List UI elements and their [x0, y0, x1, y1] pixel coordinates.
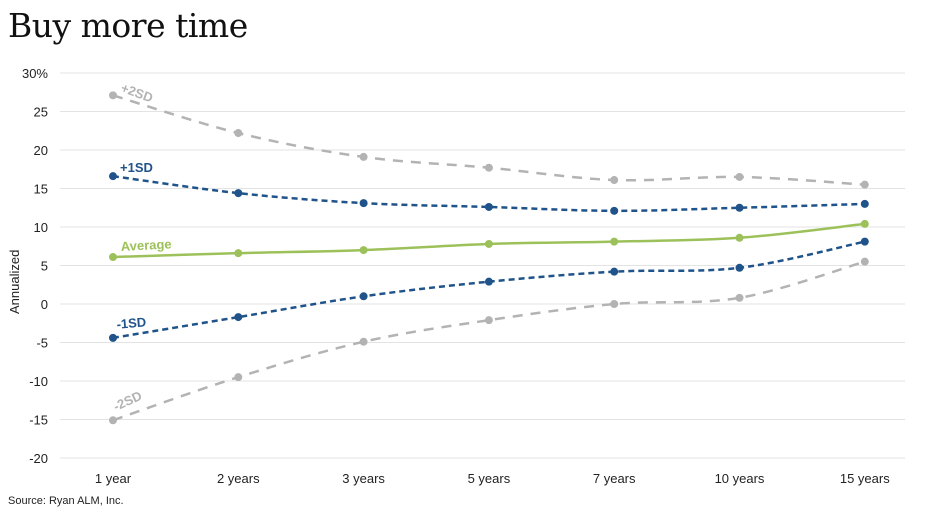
- series-label: -1SD: [116, 314, 147, 332]
- data-point: [234, 129, 243, 138]
- data-point: [484, 316, 493, 325]
- data-point: [234, 313, 243, 322]
- y-tick-label: 5: [41, 259, 48, 274]
- data-point: [359, 152, 368, 161]
- y-tick-label: -15: [29, 413, 48, 428]
- data-point: [359, 246, 368, 255]
- x-tick-label: 1 year: [95, 471, 132, 486]
- y-tick-label: 15: [34, 182, 48, 197]
- data-point: [860, 180, 869, 189]
- x-tick-label: 15 years: [840, 471, 890, 486]
- data-point: [484, 163, 493, 172]
- x-tick-label: 5 years: [468, 471, 511, 486]
- data-point: [860, 257, 869, 266]
- data-point: [359, 337, 368, 346]
- y-axis-label: Annualized: [7, 250, 22, 314]
- chart-title: Buy more time: [8, 6, 248, 45]
- data-point: [735, 203, 744, 212]
- y-tick-label: 10: [34, 220, 48, 235]
- data-point: [735, 263, 744, 272]
- series-label: Average: [120, 236, 172, 254]
- data-point: [610, 300, 619, 308]
- y-tick-label: -10: [29, 374, 48, 389]
- data-point: [860, 199, 869, 208]
- data-point: [484, 239, 493, 248]
- y-tick-label: 25: [34, 105, 48, 120]
- data-point: [610, 206, 619, 215]
- y-tick-label: -5: [36, 336, 48, 351]
- x-tick-label: 10 years: [715, 471, 765, 486]
- data-point: [109, 172, 117, 181]
- y-tick-label: 0: [41, 297, 48, 312]
- x-tick-label: 3 years: [342, 471, 385, 486]
- data-point: [860, 219, 869, 228]
- data-point: [610, 267, 619, 276]
- data-point: [735, 233, 744, 242]
- data-point: [109, 91, 117, 100]
- source-note: Source: Ryan ALM, Inc.: [8, 495, 124, 507]
- data-point: [610, 176, 619, 185]
- x-tick-label: 7 years: [593, 471, 636, 486]
- data-point: [109, 416, 117, 425]
- data-point: [735, 293, 744, 302]
- y-tick-label: -20: [29, 451, 48, 466]
- series-label: +1SD: [120, 160, 153, 175]
- data-point: [359, 199, 368, 208]
- series-label: -2SD: [111, 388, 144, 414]
- data-point: [109, 253, 117, 262]
- y-tick-label: 30%: [22, 66, 48, 81]
- data-point: [359, 292, 368, 301]
- x-tick-label: 2 years: [217, 471, 260, 486]
- data-point: [109, 333, 117, 342]
- data-point: [735, 172, 744, 181]
- data-point: [234, 249, 243, 258]
- data-point: [234, 373, 243, 382]
- y-tick-label: 20: [34, 143, 48, 158]
- data-point: [860, 237, 869, 246]
- data-point: [484, 202, 493, 211]
- data-point: [610, 237, 619, 246]
- data-point: [484, 277, 493, 286]
- data-point: [234, 189, 243, 198]
